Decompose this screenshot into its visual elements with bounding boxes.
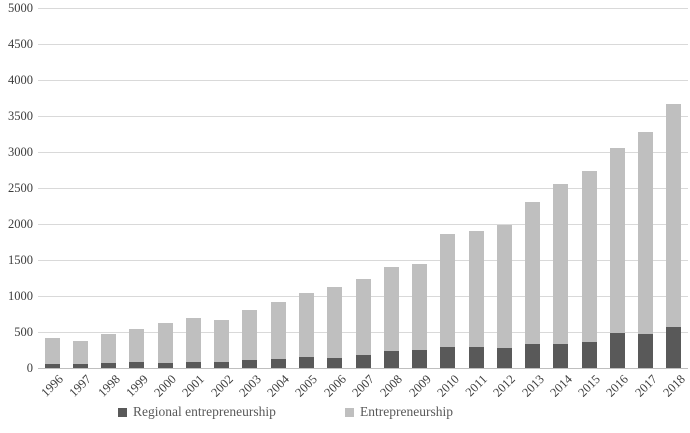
bar-segment-entrepreneurship [525, 202, 541, 344]
y-tick-label: 3000 [8, 145, 33, 159]
bar-2011 [462, 8, 490, 368]
bar-2007 [349, 8, 377, 368]
bar-2004 [264, 8, 292, 368]
bar-segment-entrepreneurship [440, 234, 456, 348]
bar-segment-entrepreneurship [185, 318, 201, 362]
bar-2014 [547, 8, 575, 368]
bar-segment-entrepreneurship [242, 310, 258, 361]
gridline [38, 152, 688, 153]
regional-entrepreneurship-swatch [118, 407, 127, 417]
gridline [38, 224, 688, 225]
y-tick-label: 2000 [8, 217, 33, 231]
y-tick-label: 1000 [8, 289, 33, 303]
bar-segment-regional-entrepreneurship [101, 362, 117, 368]
bar-1998 [95, 8, 123, 368]
bar-segment-entrepreneurship [270, 301, 286, 360]
bar-segment-entrepreneurship [496, 225, 512, 348]
bar-segment-regional-entrepreneurship [525, 343, 541, 368]
bar-2008 [377, 8, 405, 368]
bar-segment-entrepreneurship [638, 131, 654, 334]
bar-segment-entrepreneurship [44, 338, 60, 365]
bar-segment-regional-entrepreneurship [242, 360, 258, 368]
bar-segment-regional-entrepreneurship [468, 346, 484, 368]
bar-segment-entrepreneurship [412, 263, 428, 351]
bar-2010 [434, 8, 462, 368]
x-axis-line [38, 368, 688, 369]
bar-segment-entrepreneurship [72, 340, 88, 365]
y-tick-label: 5000 [8, 1, 33, 15]
bar-1997 [66, 8, 94, 368]
bar-2016 [603, 8, 631, 368]
gridline [38, 80, 688, 81]
bar-segment-regional-entrepreneurship [383, 351, 399, 368]
legend-item-regional-entrepreneurship: Regional entrepreneurship [118, 404, 276, 420]
bar-segment-regional-entrepreneurship [327, 357, 343, 368]
bar-segment-entrepreneurship [468, 231, 484, 347]
gridline [38, 260, 688, 261]
bar-segment-regional-entrepreneurship [44, 364, 60, 368]
bar-1999 [123, 8, 151, 368]
bar-segment-regional-entrepreneurship [638, 333, 654, 368]
legend-item-entrepreneurship: Entrepreneurship [345, 404, 453, 420]
bar-1996 [38, 8, 66, 368]
bar-2012 [490, 8, 518, 368]
gridline [38, 44, 688, 45]
bar-segment-regional-entrepreneurship [214, 361, 230, 368]
bar-segment-regional-entrepreneurship [72, 364, 88, 368]
entrepreneurship-swatch [345, 407, 354, 417]
y-tick-label: 1500 [8, 253, 33, 267]
bar-segment-regional-entrepreneurship [299, 356, 315, 368]
bar-2009 [405, 8, 433, 368]
bar-2017 [632, 8, 660, 368]
legend-label-regional-entrepreneurship: Regional entrepreneurship [133, 404, 276, 419]
bar-2000 [151, 8, 179, 368]
bar-2003 [236, 8, 264, 368]
bar-2015 [575, 8, 603, 368]
y-tick-label: 4000 [8, 73, 33, 87]
bar-segment-entrepreneurship [666, 103, 682, 327]
legend-label-entrepreneurship: Entrepreneurship [360, 404, 453, 419]
bar-segment-regional-entrepreneurship [185, 361, 201, 368]
bar-segment-regional-entrepreneurship [553, 343, 569, 368]
y-tick-label: 4500 [8, 37, 33, 51]
bar-segment-regional-entrepreneurship [666, 326, 682, 368]
bar-segment-regional-entrepreneurship [440, 347, 456, 368]
gridline [38, 8, 688, 9]
bar-2001 [179, 8, 207, 368]
y-tick-label: 3500 [8, 109, 33, 123]
bar-segment-regional-entrepreneurship [609, 333, 625, 368]
bar-segment-entrepreneurship [129, 329, 145, 363]
plot-area [38, 8, 688, 369]
bar-segment-entrepreneurship [299, 292, 315, 357]
bar-segment-regional-entrepreneurship [412, 350, 428, 368]
gridline [38, 188, 688, 189]
bar-segment-entrepreneurship [214, 319, 230, 362]
bars-container [38, 8, 688, 368]
bar-2002 [208, 8, 236, 368]
bar-segment-entrepreneurship [101, 334, 117, 363]
bar-segment-regional-entrepreneurship [157, 362, 173, 368]
bar-segment-entrepreneurship [609, 147, 625, 334]
bar-segment-regional-entrepreneurship [129, 362, 145, 368]
bar-segment-entrepreneurship [157, 323, 173, 363]
bar-segment-entrepreneurship [581, 171, 597, 343]
legend: Regional entrepreneurship Entrepreneursh… [0, 404, 690, 424]
bar-segment-regional-entrepreneurship [496, 347, 512, 368]
y-tick-label: 2500 [8, 181, 33, 195]
bar-2018 [660, 8, 688, 368]
bar-segment-regional-entrepreneurship [270, 359, 286, 368]
y-tick-label: 0 [26, 361, 33, 375]
bar-2005 [292, 8, 320, 368]
bar-segment-regional-entrepreneurship [355, 355, 371, 368]
bar-2006 [321, 8, 349, 368]
bar-segment-entrepreneurship [355, 278, 371, 356]
bar-segment-entrepreneurship [383, 267, 399, 352]
gridline [38, 116, 688, 117]
y-tick-label: 500 [14, 325, 33, 339]
bar-2013 [519, 8, 547, 368]
bar-segment-entrepreneurship [553, 183, 569, 344]
bar-segment-regional-entrepreneurship [581, 342, 597, 368]
bar-segment-entrepreneurship [327, 287, 343, 358]
